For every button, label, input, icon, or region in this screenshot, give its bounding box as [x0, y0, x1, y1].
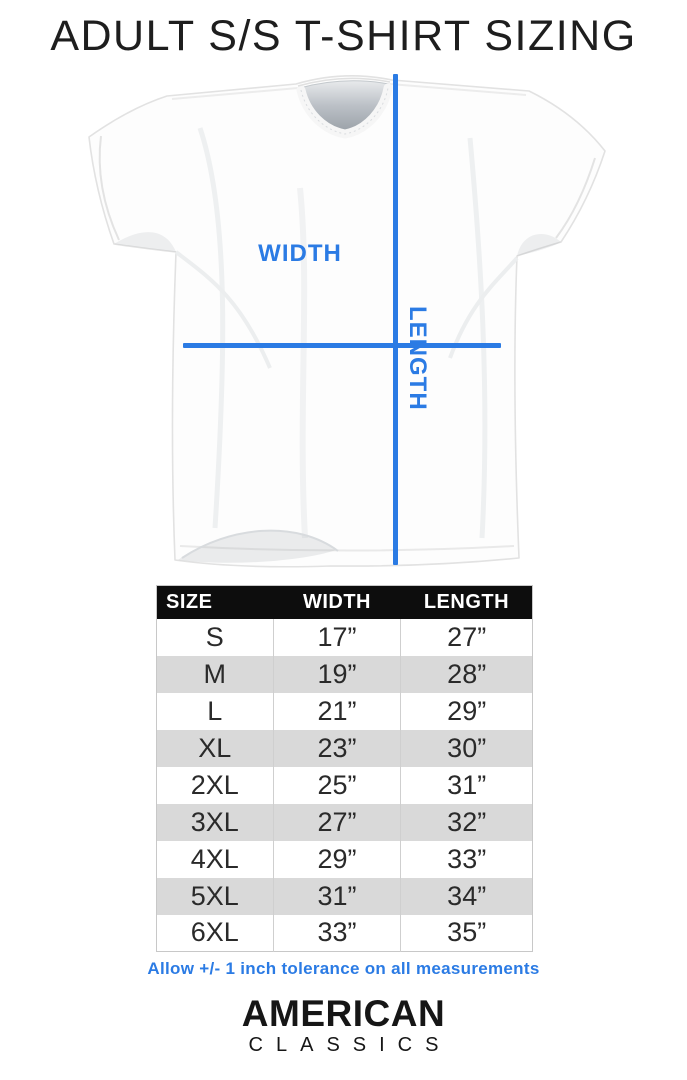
- tshirt-image: [88, 75, 606, 568]
- cell-length: 33”: [400, 840, 533, 878]
- table-row: 5XL 31” 34”: [156, 877, 533, 915]
- header-row: SIZE WIDTH LENGTH: [156, 585, 533, 619]
- cell-width: 33”: [272, 914, 401, 952]
- column-header-size: SIZE: [156, 585, 274, 619]
- cell-length: 31”: [400, 766, 533, 804]
- cell-length: 32”: [400, 803, 533, 841]
- size-table-body: S 17” 27” M 19” 28” L 21” 29” XL 23” 30”…: [156, 618, 533, 952]
- tshirt-collar: [296, 77, 393, 139]
- cell-size: 6XL: [190, 917, 239, 948]
- cell-length: 29”: [400, 692, 533, 730]
- table-row: L 21” 29”: [157, 692, 533, 730]
- cell-width: 17”: [272, 618, 401, 656]
- tshirt-diagram: [0, 68, 687, 578]
- cell-size: XL: [198, 732, 232, 763]
- cell-length: 34”: [400, 877, 533, 915]
- brand-name: AMERICAN: [241, 993, 446, 1034]
- page-title: ADULT S/S T-SHIRT SIZING: [50, 12, 637, 60]
- brand-logo: AMERICAN CLASSICS: [0, 995, 687, 1055]
- cell-width: 25”: [272, 766, 401, 804]
- cell-size: 5XL: [190, 880, 239, 911]
- cell-width: 23”: [272, 729, 401, 767]
- width-label: WIDTH: [258, 240, 342, 267]
- cell-size: 2XL: [190, 769, 239, 800]
- cell-size: 4XL: [190, 843, 239, 874]
- cell-width: 31”: [272, 877, 401, 915]
- cell-size: S: [205, 621, 224, 652]
- table-row: 3XL 27” 32”: [156, 803, 533, 841]
- cell-length: 30”: [400, 729, 533, 767]
- cell-size: M: [203, 658, 227, 689]
- table-row: S 17” 27”: [157, 618, 533, 656]
- table-row: 2XL 25” 31”: [157, 766, 533, 804]
- cell-size: L: [207, 695, 223, 726]
- length-label: LENGTH: [404, 306, 431, 411]
- cell-width: 19”: [272, 655, 401, 693]
- width-measure-line: [183, 343, 501, 348]
- tshirt-body: [88, 75, 606, 568]
- cell-length: 28”: [400, 655, 533, 693]
- length-measure-line: [393, 74, 398, 565]
- size-table-header: SIZE WIDTH LENGTH: [156, 585, 533, 619]
- cell-width: 27”: [272, 803, 401, 841]
- cell-length: 27”: [400, 618, 533, 656]
- column-header-length: LENGTH: [400, 585, 533, 619]
- brand-subname: CLASSICS: [248, 1034, 452, 1056]
- tolerance-note: Allow +/- 1 inch tolerance on all measur…: [147, 959, 540, 978]
- size-table: SIZE WIDTH LENGTH S 17” 27” M 19” 28” L …: [156, 585, 533, 952]
- table-row: 4XL 29” 33”: [157, 840, 533, 878]
- cell-width: 29”: [272, 840, 401, 878]
- table-row: M 19” 28”: [156, 655, 533, 693]
- table-row: 6XL 33” 35”: [157, 914, 533, 952]
- cell-length: 35”: [400, 914, 533, 952]
- cell-width: 21”: [272, 692, 401, 730]
- column-header-width: WIDTH: [273, 585, 401, 619]
- cell-size: 3XL: [190, 806, 239, 837]
- table-row: XL 23” 30”: [156, 729, 533, 767]
